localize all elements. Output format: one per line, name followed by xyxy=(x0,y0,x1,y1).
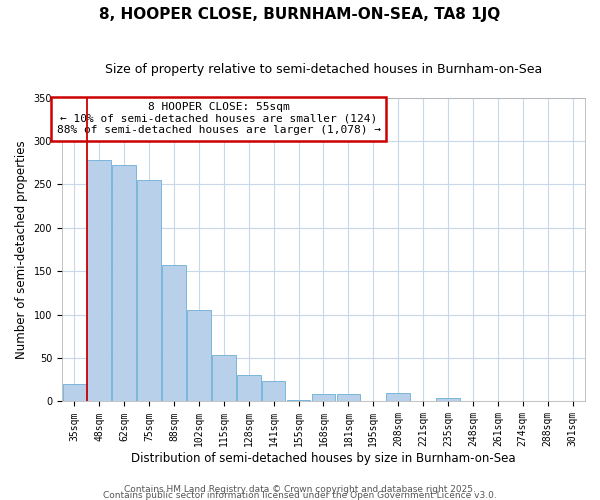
Bar xyxy=(62,384,86,402)
Bar xyxy=(287,400,310,402)
Y-axis label: Number of semi-detached properties: Number of semi-detached properties xyxy=(15,140,28,359)
Bar xyxy=(311,394,335,402)
Text: 8 HOOPER CLOSE: 55sqm
← 10% of semi-detached houses are smaller (124)
88% of sem: 8 HOOPER CLOSE: 55sqm ← 10% of semi-deta… xyxy=(57,102,381,136)
Bar xyxy=(187,310,211,402)
Bar xyxy=(361,400,385,402)
Bar xyxy=(461,400,485,402)
Bar xyxy=(262,380,286,402)
Bar xyxy=(212,354,236,402)
Bar xyxy=(137,180,161,402)
Bar xyxy=(436,398,460,402)
Bar xyxy=(561,400,584,402)
Text: Contains HM Land Registry data © Crown copyright and database right 2025.: Contains HM Land Registry data © Crown c… xyxy=(124,484,476,494)
Bar xyxy=(386,393,410,402)
Bar xyxy=(112,165,136,402)
Text: Contains public sector information licensed under the Open Government Licence v3: Contains public sector information licen… xyxy=(103,490,497,500)
Title: Size of property relative to semi-detached houses in Burnham-on-Sea: Size of property relative to semi-detach… xyxy=(105,62,542,76)
Bar xyxy=(237,376,260,402)
Bar xyxy=(411,400,435,402)
X-axis label: Distribution of semi-detached houses by size in Burnham-on-Sea: Distribution of semi-detached houses by … xyxy=(131,452,516,465)
Bar xyxy=(162,265,186,402)
Text: 8, HOOPER CLOSE, BURNHAM-ON-SEA, TA8 1JQ: 8, HOOPER CLOSE, BURNHAM-ON-SEA, TA8 1JQ xyxy=(100,8,500,22)
Bar xyxy=(337,394,360,402)
Bar xyxy=(88,160,111,402)
